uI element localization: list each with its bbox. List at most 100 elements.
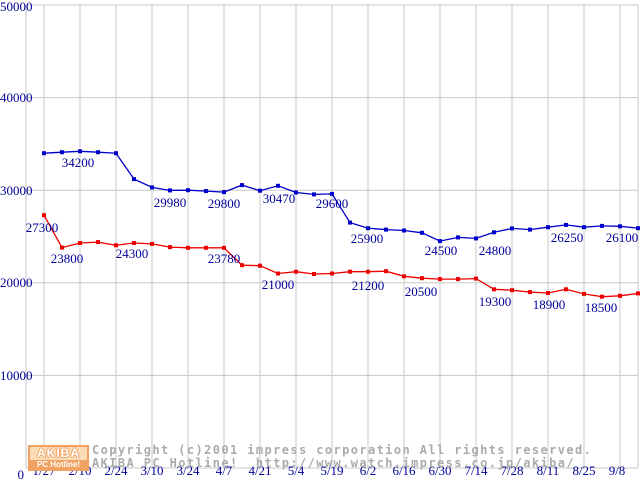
red-series-marker bbox=[420, 276, 424, 281]
blue-series-marker bbox=[42, 151, 46, 156]
red-series-value-label: 19300 bbox=[478, 294, 512, 309]
blue-series-line bbox=[43, 150, 639, 242]
red-series-marker bbox=[636, 291, 640, 296]
red-series-marker bbox=[96, 240, 100, 245]
red-series-marker bbox=[600, 294, 604, 299]
blue-series-marker bbox=[618, 224, 622, 229]
x-axis-date-label: 3/24 bbox=[176, 463, 200, 478]
red-series-value-label: 18500 bbox=[584, 300, 618, 315]
red-series-value-label: 21000 bbox=[261, 277, 295, 292]
red-series-marker bbox=[240, 263, 244, 268]
x-axis-date-label: 4/21 bbox=[248, 463, 272, 478]
red-series-value-label: 20500 bbox=[404, 284, 438, 299]
y-axis-tick-label: 30000 bbox=[0, 182, 33, 198]
red-series-marker bbox=[330, 271, 334, 276]
blue-series-value-label: 24800 bbox=[478, 243, 512, 258]
blue-series-marker bbox=[276, 183, 280, 188]
blue-series-value-label: 30470 bbox=[262, 191, 296, 206]
blue-series-marker bbox=[330, 191, 334, 196]
blue-series-marker bbox=[204, 189, 208, 194]
red-series-marker bbox=[294, 269, 298, 274]
y-axis-tick-label: 40000 bbox=[0, 90, 33, 106]
blue-series-marker bbox=[528, 227, 532, 232]
x-axis-date-label: 7/14 bbox=[464, 463, 488, 478]
blue-series-marker bbox=[474, 236, 478, 241]
blue-series-marker bbox=[294, 190, 298, 195]
red-series-marker bbox=[618, 293, 622, 298]
blue-series-marker bbox=[96, 150, 100, 155]
red-series-marker bbox=[384, 269, 388, 274]
blue-series-marker bbox=[510, 226, 514, 231]
pc-hotline-logo-text: PC Hotline! bbox=[30, 460, 87, 469]
x-axis-date-label: 6/16 bbox=[392, 463, 416, 478]
blue-series-marker bbox=[240, 183, 244, 188]
red-series-marker bbox=[204, 245, 208, 250]
red-series-value-label: 21200 bbox=[351, 278, 385, 293]
blue-series-marker bbox=[600, 223, 604, 228]
red-series-marker bbox=[528, 290, 532, 295]
blue-series-value-label: 29980 bbox=[153, 195, 187, 210]
x-axis-date-label: 7/28 bbox=[500, 463, 524, 478]
blue-series-marker bbox=[420, 230, 424, 235]
red-series-value-label: 27300 bbox=[25, 220, 59, 235]
y-axis-tick-label: 0 bbox=[17, 467, 25, 480]
red-series-marker bbox=[564, 287, 568, 292]
blue-series-marker bbox=[312, 192, 316, 197]
akiba-logo: AKIBA PC Hotline! bbox=[28, 445, 89, 471]
red-series-marker bbox=[492, 287, 496, 292]
red-series-marker bbox=[348, 269, 352, 274]
red-series-marker bbox=[258, 263, 262, 268]
site-url-text: AKIBA PC Hotline! http://www.watch.impre… bbox=[92, 456, 575, 470]
red-series-marker bbox=[150, 241, 154, 246]
x-axis-date-label: 4/7 bbox=[215, 463, 233, 478]
x-axis-date-label: 8/25 bbox=[572, 463, 596, 478]
blue-series-marker bbox=[168, 188, 172, 193]
blue-series-marker bbox=[78, 149, 82, 154]
blue-series-marker bbox=[402, 228, 406, 233]
blue-series-marker bbox=[384, 227, 388, 232]
red-series-marker bbox=[132, 241, 136, 245]
blue-series-marker bbox=[546, 225, 550, 230]
x-axis-date-label: 9/8 bbox=[608, 463, 626, 478]
blue-series-marker bbox=[150, 185, 154, 190]
x-axis-date-label: 3/10 bbox=[140, 463, 164, 478]
red-series-marker bbox=[582, 291, 586, 296]
blue-series-marker bbox=[258, 188, 262, 193]
blue-series-marker bbox=[456, 235, 460, 240]
y-axis-tick-label: 20000 bbox=[0, 275, 33, 291]
blue-series-value-label: 34200 bbox=[61, 155, 95, 170]
blue-series-marker bbox=[492, 230, 496, 235]
blue-series-value-label: 24500 bbox=[424, 243, 458, 258]
y-axis-tick-label: 10000 bbox=[0, 367, 33, 383]
blue-series-value-label: 29800 bbox=[207, 196, 241, 211]
blue-series-marker bbox=[186, 188, 190, 193]
red-series-marker bbox=[60, 245, 64, 250]
red-series-marker bbox=[546, 291, 550, 295]
red-series-marker bbox=[438, 277, 442, 282]
red-series-marker bbox=[114, 243, 118, 248]
blue-series-marker bbox=[114, 151, 118, 156]
x-axis-date-label: 8/11 bbox=[536, 463, 560, 478]
blue-series-marker bbox=[60, 150, 64, 155]
blue-series-marker bbox=[564, 222, 568, 227]
red-series-value-label: 18900 bbox=[532, 297, 566, 312]
red-series-marker bbox=[168, 245, 172, 250]
red-series-marker bbox=[276, 271, 280, 276]
x-axis-date-label: 5/4 bbox=[287, 463, 305, 478]
blue-series-marker bbox=[132, 177, 136, 182]
blue-series-marker bbox=[366, 226, 370, 231]
red-series-marker bbox=[402, 274, 406, 279]
red-series-marker bbox=[456, 277, 460, 282]
red-series-value-label: 23780 bbox=[207, 251, 241, 266]
copyright-text: Copyright (c)2001 impress corporation Al… bbox=[92, 443, 593, 457]
red-series-marker bbox=[312, 272, 316, 276]
blue-series-value-label: 25900 bbox=[350, 231, 384, 246]
red-series-value-label: 24300 bbox=[115, 246, 149, 261]
x-axis-date-label: 6/30 bbox=[428, 463, 452, 478]
blue-series-marker bbox=[438, 239, 442, 244]
akiba-logo-text: AKIBA bbox=[37, 446, 80, 460]
blue-series-value-label: 26250 bbox=[550, 230, 584, 245]
red-series-marker bbox=[78, 241, 82, 245]
